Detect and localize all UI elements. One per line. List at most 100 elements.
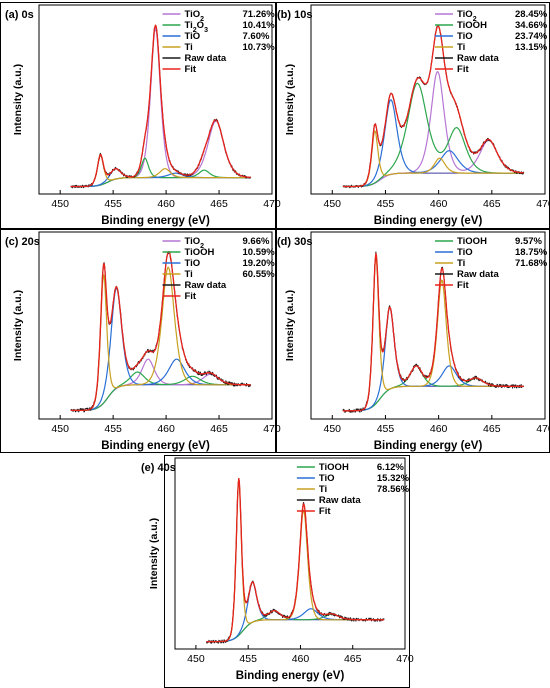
x-tick-label: 455 [377,423,395,435]
panel-title: (e) 40s [141,462,176,474]
x-tick-label: 450 [324,198,342,210]
panel-title: (d) 30s [277,236,312,248]
x-tick-label: 465 [483,423,501,435]
legend-label: Fit [457,280,469,291]
plot-area-border [174,457,406,650]
series-fit-line [342,253,524,412]
plot-area-border [310,231,546,420]
plot-area-border [38,231,273,420]
x-tick-label: 450 [51,423,69,435]
legend-label: TiO [319,473,335,484]
series-fit-line [342,25,524,188]
legend-label: TiO [457,31,473,42]
legend-label: Ti2O3 [184,20,208,34]
legend-percentage: 19.20% [242,258,275,269]
legend-percentage: 71.26% [242,9,275,20]
legend-label: TiOOH [457,236,487,247]
legend-percentage: 10.59% [242,247,275,258]
plot-area-border [310,4,546,195]
series-tio-line [70,287,251,411]
x-tick-label: 470 [263,198,281,210]
x-tick-label: 470 [396,653,414,665]
x-tick-label: 450 [324,423,342,435]
legend-label: Ti [319,484,327,495]
x-tick-label: 465 [344,653,362,665]
legend-percentage: 71.68% [515,258,548,269]
x-tick-label: 460 [430,423,448,435]
x-axis-label: Binding energy (eV) [101,440,210,452]
legend-label: TiO2 [184,9,204,23]
panel-3: 450 455 460 465 470 Binding energy (eV) Intens… [0,229,281,453]
legend-percentage: 23.74% [515,31,548,42]
legend-percentage: 10.73% [242,42,275,53]
x-tick-label: 460 [430,198,448,210]
legend-percentage: 7.60% [242,31,269,42]
x-tick-label: 455 [104,198,122,210]
panel-frame [0,229,276,453]
y-axis-label: Intensity (a.u.) [12,64,24,135]
x-axis-label: Binding energy (eV) [236,670,345,682]
y-axis-label: Intensity (a.u.) [284,290,296,361]
plot-area-border [38,4,273,195]
panel-4: 450 455 460 465 470 Binding energy (eV) Intens… [276,229,550,453]
panel-frame [276,2,550,229]
x-tick-label: 470 [536,423,550,435]
legend-label: TiOOH [319,462,349,473]
x-tick-label: 465 [210,198,228,210]
legend-label: Fit [457,64,469,75]
legend-label: TiOOH [184,247,214,258]
panel-title: (a) 0s [5,9,34,21]
legend-label: TiOOH [457,20,487,31]
x-tick-label: 450 [51,198,69,210]
x-tick-label: 470 [536,198,550,210]
panel-title: (b) 10s [277,9,312,21]
legend-percentage: 15.32% [377,473,410,484]
legend-label: Raw data [457,269,499,280]
x-tick-label: 460 [157,423,175,435]
legend-label: TiO [184,258,200,269]
legend-label: Ti [184,42,192,53]
legend-label: TiO [184,31,200,42]
x-tick-label: 455 [239,653,257,665]
series-ti-line [70,154,251,188]
legend-label: Ti [457,42,465,53]
legend-percentage: 18.75% [515,247,548,258]
y-axis-label: Intensity (a.u.) [148,518,160,589]
x-tick-label: 450 [187,653,205,665]
series-fit-line [70,250,251,412]
y-axis-label: Intensity (a.u.) [12,290,24,361]
legend-label: TiO [457,247,473,258]
legend-percentage: 13.15% [515,42,548,53]
panel-title: (c) 20s [5,236,40,248]
legend-label: Fit [184,291,196,302]
legend-label: Raw data [457,53,499,64]
legend-label: Raw data [319,495,361,506]
y-axis-label: Intensity (a.u.) [284,64,296,135]
x-tick-label: 470 [263,423,281,435]
legend-percentage: 34.66% [515,20,548,31]
x-tick-label: 455 [104,423,122,435]
legend-label: Fit [184,64,196,75]
legend-percentage: 9.57% [515,236,542,247]
legend-percentage: 10.41% [242,20,275,31]
legend-percentage: 78.56% [377,484,410,495]
x-axis-label: Binding energy (eV) [374,215,483,227]
x-axis-label: Binding energy (eV) [101,215,210,227]
series-ti-line [342,130,524,188]
legend-percentage: 60.55% [242,269,275,280]
x-axis-label: Binding energy (eV) [374,440,483,452]
legend-label: Ti [457,258,465,269]
series-fit-line [206,477,385,643]
legend-percentage: 28.45% [515,9,548,20]
legend-label: TiO2 [457,9,477,23]
panel-frame [0,2,276,229]
legend-label: TiO2 [184,236,204,250]
x-tick-label: 465 [483,198,501,210]
x-tick-label: 465 [210,423,228,435]
background-line [342,385,524,412]
legend-label: Raw data [184,53,226,64]
series-fit-line [70,24,251,188]
x-tick-label: 455 [377,198,395,210]
panel-2: 450 455 460 465 470 Binding energy (eV) Intens… [276,2,550,229]
